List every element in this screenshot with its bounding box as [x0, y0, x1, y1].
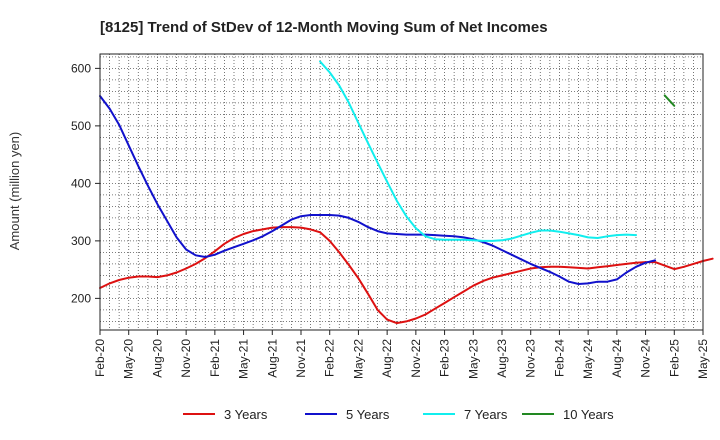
- legend-label-3-years: 3 Years: [224, 407, 268, 422]
- x-tick-label: May-21: [237, 339, 251, 379]
- x-tick-label: May-22: [351, 339, 365, 379]
- series-line-3-years: [99, 226, 714, 325]
- legend-label-7-years: 7 Years: [464, 407, 508, 422]
- x-tick-label: Nov-20: [179, 339, 193, 378]
- x-tick-label: Aug-20: [150, 339, 164, 378]
- x-tick-label: Aug-24: [610, 339, 624, 378]
- x-tick-label: Feb-23: [438, 339, 452, 377]
- x-tick-label: Feb-21: [208, 339, 222, 377]
- series-line-5-years: [99, 95, 657, 285]
- legend-label-5-years: 5 Years: [346, 407, 390, 422]
- x-tick-label: May-20: [122, 339, 136, 379]
- y-tick-label: 200: [71, 291, 91, 305]
- y-tick-label: 500: [71, 119, 91, 133]
- x-tick-label: Feb-25: [667, 339, 681, 377]
- x-tick-label: May-25: [696, 339, 710, 379]
- x-tick-label: Feb-24: [552, 339, 566, 377]
- x-tick-label: Aug-23: [495, 339, 509, 378]
- series-line-7-years: [319, 60, 637, 242]
- legend: 3 Years 5 Years 7 Years 10 Years: [183, 407, 614, 422]
- x-tick-label: Nov-23: [524, 339, 538, 378]
- x-tick-label: May-23: [466, 339, 480, 379]
- x-tick-label: Aug-21: [265, 339, 279, 378]
- y-tick-label: 300: [71, 234, 91, 248]
- y-axis-title: Amount (million yen): [7, 132, 22, 251]
- x-tick-label: Nov-22: [409, 339, 423, 378]
- y-tick-label: 400: [71, 176, 91, 190]
- legend-label-10-years: 10 Years: [563, 407, 614, 422]
- grid-layer: [99, 54, 704, 330]
- series-layer: [99, 60, 714, 325]
- y-axis-ticks: 200 300 400 500 600: [71, 61, 100, 305]
- x-tick-label: Aug-22: [380, 339, 394, 378]
- x-tick-label: Nov-21: [294, 339, 308, 378]
- plot-frame: [99, 53, 704, 331]
- x-tick-label: May-24: [581, 339, 595, 379]
- x-tick-label: Feb-22: [323, 339, 337, 377]
- x-tick-label: Feb-20: [93, 339, 107, 377]
- y-tick-label: 600: [71, 61, 91, 75]
- series-line-10-years: [663, 94, 676, 107]
- x-axis-ticks: Feb-20 May-20 Aug-20 Nov-20 Feb-21 May-21 Aug-…: [93, 330, 710, 379]
- x-tick-label: Nov-24: [639, 339, 653, 378]
- chart-title: [8125] Trend of StDev of 12-Month Moving…: [100, 19, 548, 36]
